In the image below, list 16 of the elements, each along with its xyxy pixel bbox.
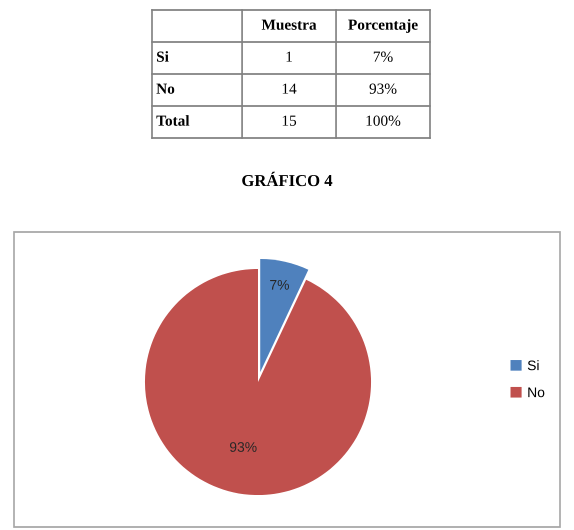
legend-label: No: [528, 388, 544, 398]
text: 7%: [374, 52, 393, 62]
text: 1: [286, 52, 292, 62]
category-label: Si: [156, 51, 169, 62]
legend-label: Si: [528, 360, 539, 370]
data-label: 7%: [270, 280, 289, 290]
text: 14: [282, 84, 296, 94]
data-label: 93%: [230, 442, 257, 452]
chart-title: GRÁFICO 4: [242, 172, 332, 186]
text: 15: [282, 116, 296, 126]
text: 93%: [370, 84, 396, 94]
category-label: No: [156, 84, 174, 94]
category-label: Total: [156, 115, 190, 126]
category-label: Porcentaje: [348, 19, 418, 33]
category-label: Muestra: [262, 20, 316, 30]
text: 100%: [366, 116, 400, 126]
